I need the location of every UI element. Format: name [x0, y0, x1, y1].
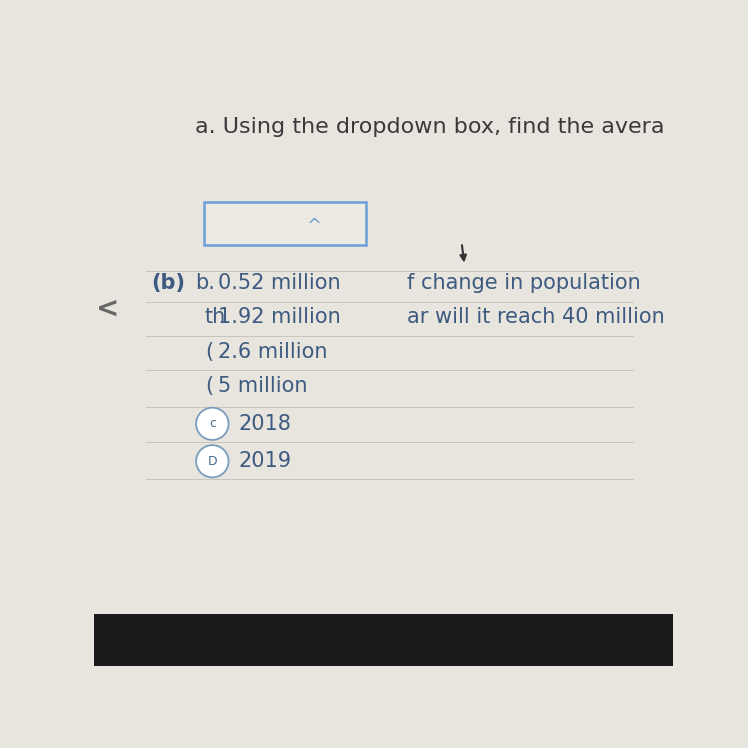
Text: 2018: 2018 — [239, 414, 291, 434]
Text: b.: b. — [195, 273, 215, 292]
Circle shape — [196, 408, 229, 440]
Text: (: ( — [205, 376, 213, 396]
Text: ^: ^ — [307, 217, 322, 235]
Text: 1.92 million: 1.92 million — [218, 307, 341, 328]
Text: a. Using the dropdown box, find the avera: a. Using the dropdown box, find the aver… — [195, 117, 664, 137]
Text: (b): (b) — [151, 273, 186, 292]
Text: 2019: 2019 — [239, 451, 292, 471]
Text: D: D — [207, 455, 217, 468]
Text: 5 million: 5 million — [218, 376, 307, 396]
FancyBboxPatch shape — [203, 202, 366, 245]
FancyBboxPatch shape — [94, 614, 673, 666]
Text: th: th — [205, 307, 226, 328]
Text: <: < — [96, 295, 120, 322]
Text: ar will it reach 40 million: ar will it reach 40 million — [407, 307, 664, 328]
Text: 2.6 million: 2.6 million — [218, 342, 328, 362]
Text: (: ( — [205, 342, 213, 362]
Circle shape — [196, 445, 229, 477]
Text: 0.52 million: 0.52 million — [218, 273, 341, 292]
Text: f change in population: f change in population — [407, 273, 640, 292]
Text: c: c — [209, 417, 216, 430]
